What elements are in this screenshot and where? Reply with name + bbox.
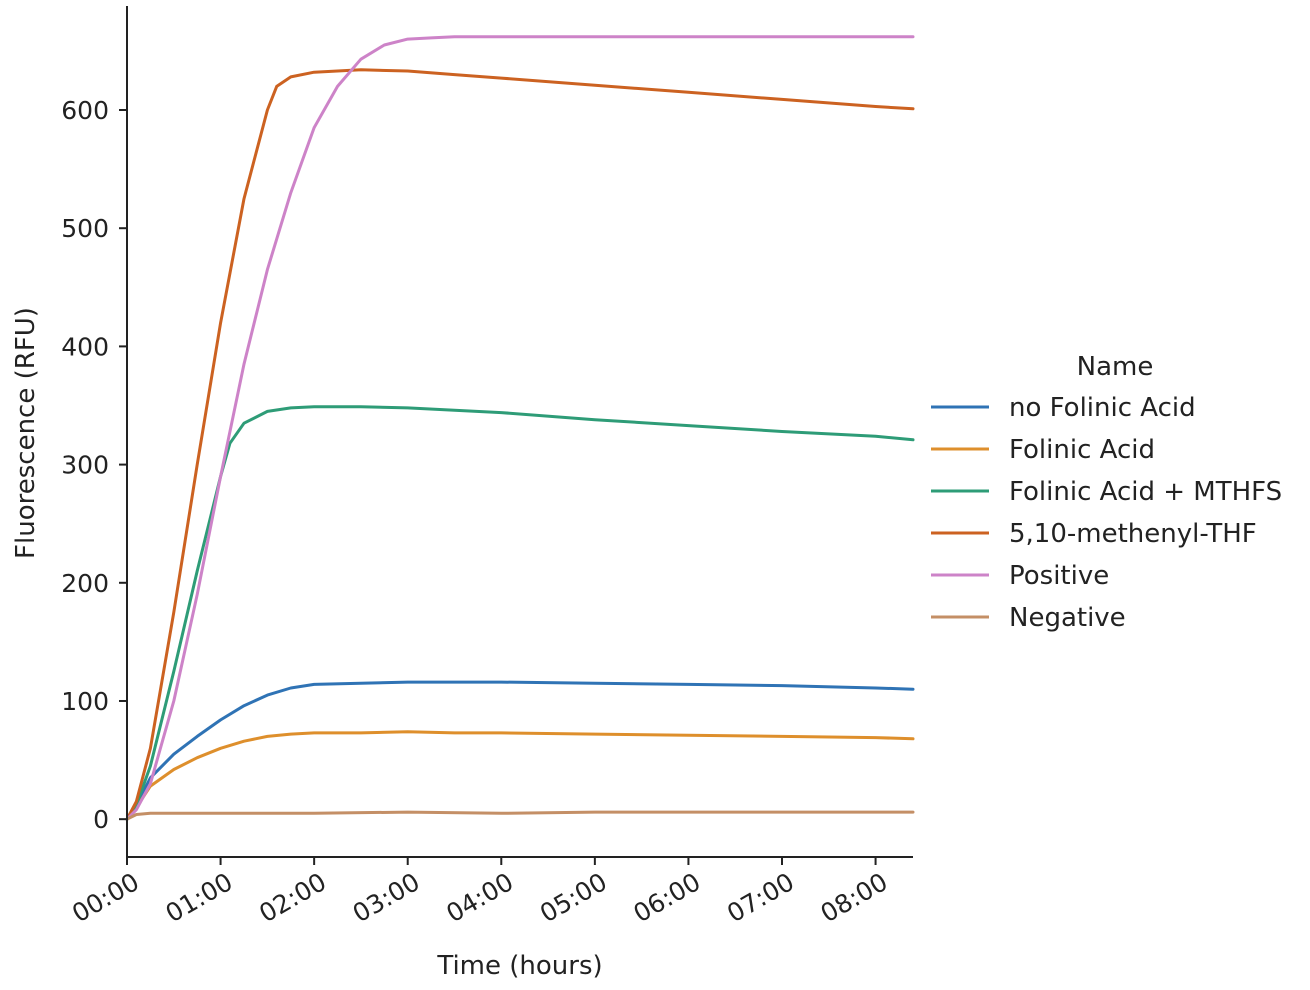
x-tick-label: 07:00 [722,867,799,928]
legend-label: no Folinic Acid [1009,393,1196,423]
legend-label: Folinic Acid [1009,435,1155,465]
x-tick-label: 06:00 [629,867,706,928]
x-tick-label: 03:00 [348,867,425,928]
legend-item: Folinic Acid + MTHFS [931,477,1282,507]
legend-item: 5,10-methenyl-THF [931,519,1257,549]
series-line-4 [125,35,915,821]
y-tick-label: 500 [61,214,109,243]
legend-title: Name [1077,352,1154,382]
series-line-3 [125,68,915,821]
y-tick-label: 0 [93,805,109,834]
legend-item: Folinic Acid [931,435,1155,465]
x-tick-label: 00:00 [67,867,144,928]
legend-label: Folinic Acid + MTHFS [1009,477,1282,507]
y-tick-label: 100 [61,687,109,716]
legend: Name no Folinic Acid Folinic Acid Folinic … [931,352,1282,633]
y-tick-label: 300 [61,451,109,480]
legend-label: Positive [1009,561,1109,591]
series-line-0 [125,680,915,821]
y-axis-label: Fluorescence (RFU) [11,307,41,559]
series-line-5 [125,810,915,821]
legend-label: 5,10-methenyl-THF [1009,519,1257,549]
y-tick-label: 600 [61,96,109,125]
x-axis-label: Time (hours) [436,951,602,981]
x-tick-label: 02:00 [254,867,331,928]
legend-item: no Folinic Acid [931,393,1196,423]
y-tick-label: 200 [61,569,109,598]
legend-item: Positive [931,561,1109,591]
legend-items: no Folinic Acid Folinic Acid Folinic Acid … [931,393,1282,633]
ticks: 0 100 200 300 400 500 600 00:00 01:00 02:00 03:00 0… [61,96,892,928]
x-tick-label: 05:00 [535,867,612,928]
x-tick-label: 04:00 [441,867,518,928]
legend-label: Negative [1009,603,1126,633]
x-tick-label: 08:00 [816,867,893,928]
legend-item: Negative [931,603,1126,633]
y-tick-label: 400 [61,332,109,361]
x-tick-label: 01:00 [161,867,238,928]
series-line-2 [125,405,915,821]
plot-lines [125,35,915,821]
series-line-1 [125,730,915,821]
